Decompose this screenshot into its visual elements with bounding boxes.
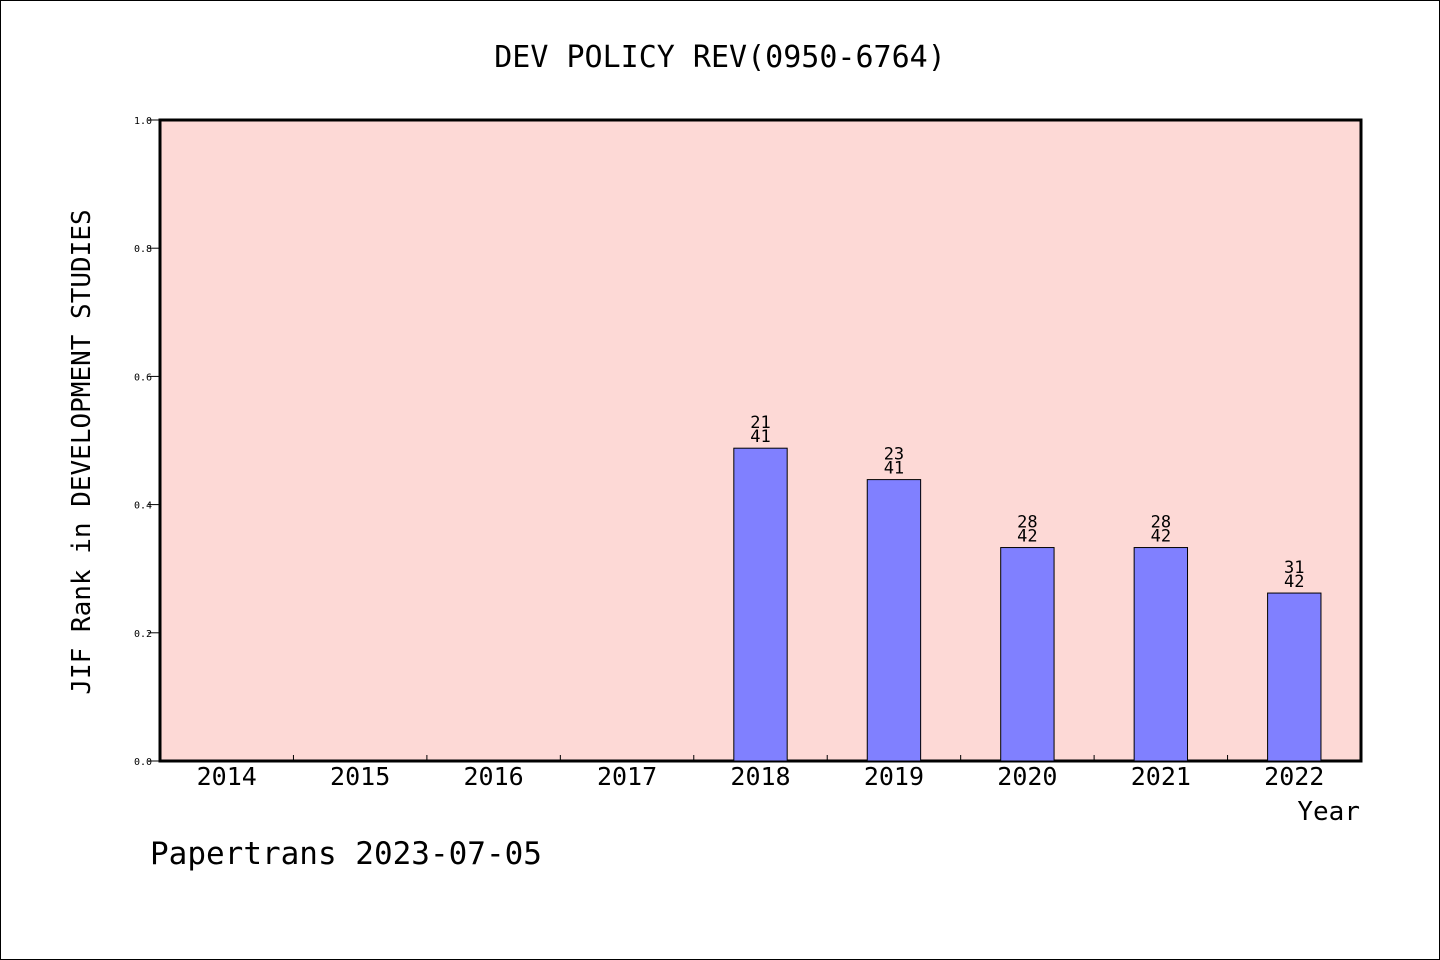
bar-rank-label: 21	[750, 413, 770, 433]
bar-total-label: 41	[750, 427, 770, 447]
y-tick-label: 1.0	[134, 116, 152, 127]
y-tick-label: 0.2	[134, 629, 152, 640]
bar	[866, 479, 922, 762]
x-tick-label: 2014	[197, 762, 257, 791]
chart-title: DEV POLICY REV(0950-6764)	[494, 40, 946, 75]
x-axis-label: Year	[1297, 797, 1360, 827]
bar-rank-label: 23	[884, 445, 904, 465]
y-tick-label: 0.4	[134, 501, 152, 512]
y-axis: 0.0 0.2 0.4 0.6 0.8 1.0	[134, 116, 160, 768]
bar	[1133, 547, 1189, 762]
x-tick-label: 2021	[1131, 762, 1191, 791]
x-tick-label: 2022	[1264, 762, 1324, 791]
bar	[733, 447, 788, 762]
x-axis: 2014 2015 2016 2017 2018 2019 2020 2021 2022	[197, 755, 1324, 791]
x-tick-label: 2020	[997, 762, 1057, 791]
bar-rank-label: 28	[1151, 513, 1171, 533]
bar-rank-label: 31	[1284, 558, 1304, 578]
bar-rank-label: 28	[1017, 513, 1037, 533]
bar-total-label: 42	[1151, 527, 1171, 547]
y-tick-label: 0.0	[134, 757, 152, 768]
y-tick-label: 0.8	[134, 244, 152, 255]
x-tick-label: 2019	[864, 762, 924, 791]
bar	[1267, 592, 1322, 762]
x-tick-label: 2016	[464, 762, 524, 791]
bar-total-label: 42	[1017, 527, 1037, 547]
x-tick-label: 2017	[597, 762, 657, 791]
y-axis-label: JIF Rank in DEVELOPMENT STUDIES	[67, 209, 97, 694]
footer-stamp: Papertrans 2023-07-05	[150, 836, 542, 872]
bar-total-label: 42	[1284, 572, 1304, 592]
x-tick-label: 2018	[730, 762, 790, 791]
y-tick-label: 0.6	[134, 372, 152, 383]
x-tick-label: 2015	[330, 762, 390, 791]
bar	[1000, 547, 1055, 762]
bar-total-label: 41	[884, 459, 904, 479]
